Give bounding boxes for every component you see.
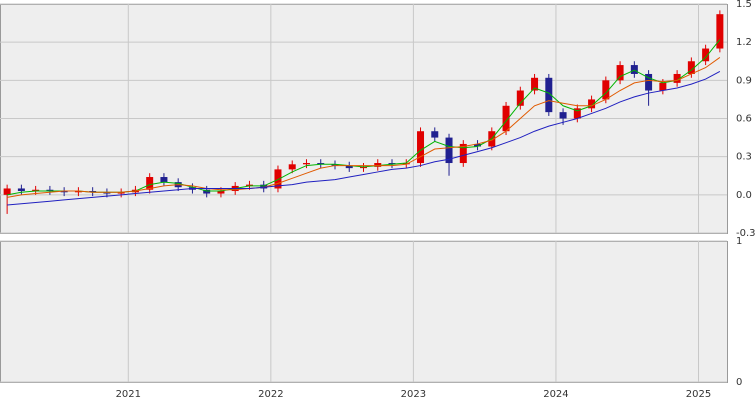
candle-body bbox=[474, 143, 482, 147]
candle-body bbox=[274, 169, 282, 189]
candle-body bbox=[60, 191, 68, 193]
candle-body bbox=[431, 131, 439, 138]
moving-average-line bbox=[7, 70, 721, 206]
candle-body bbox=[645, 73, 653, 91]
candle-body bbox=[245, 184, 253, 186]
candle-body bbox=[388, 163, 396, 165]
candle-body bbox=[103, 192, 111, 194]
y-tick-label: 0.6 bbox=[736, 114, 752, 125]
candle-body bbox=[302, 163, 310, 165]
candle-body bbox=[331, 164, 339, 166]
plot-area bbox=[0, 241, 728, 383]
candle-body bbox=[516, 90, 524, 106]
candle-body bbox=[716, 14, 724, 49]
x-tick-label: 2024 bbox=[543, 389, 568, 400]
candle-body bbox=[502, 105, 510, 132]
x-tick-label: 2023 bbox=[401, 389, 426, 400]
candle-body bbox=[288, 164, 296, 170]
y-tick-label: 0.3 bbox=[736, 152, 752, 163]
candle-body bbox=[417, 131, 425, 164]
candle-body bbox=[203, 189, 211, 194]
y-tick-label: 0 bbox=[736, 377, 742, 388]
y-tick-label: 1 bbox=[736, 236, 742, 247]
candle-body bbox=[217, 191, 225, 194]
candle-body bbox=[146, 177, 154, 190]
moving-average-line bbox=[7, 57, 721, 198]
candle-body bbox=[46, 189, 54, 192]
candle-body bbox=[559, 112, 567, 119]
candle-body bbox=[32, 189, 40, 192]
candle-body bbox=[89, 191, 97, 193]
candle-body bbox=[445, 137, 453, 164]
y-tick-label: 0.0 bbox=[736, 190, 752, 201]
candle-body bbox=[531, 77, 539, 91]
candle-body bbox=[602, 80, 610, 100]
candle-body bbox=[659, 82, 667, 91]
candle-body bbox=[616, 65, 624, 81]
candle-body bbox=[17, 188, 25, 192]
candle-body bbox=[345, 165, 353, 169]
candle-body bbox=[374, 163, 382, 167]
x-tick-label: 2025 bbox=[686, 389, 711, 400]
candle-body bbox=[673, 73, 681, 83]
candle-body bbox=[687, 61, 695, 74]
candle-body bbox=[260, 184, 268, 189]
candle-body bbox=[630, 65, 638, 74]
candle-body bbox=[74, 191, 82, 193]
candle-body bbox=[702, 48, 710, 62]
candle-body bbox=[117, 192, 125, 194]
y-tick-label: 1.5 bbox=[736, 0, 752, 10]
candle-body bbox=[360, 166, 367, 169]
candle-body bbox=[545, 77, 553, 113]
candle-body bbox=[3, 188, 11, 195]
candle-body bbox=[160, 177, 168, 183]
x-tick-label: 2021 bbox=[116, 389, 141, 400]
candle-body bbox=[588, 99, 596, 109]
candle-body bbox=[459, 143, 467, 164]
y-tick-label: -0.3 bbox=[736, 228, 755, 239]
candle-body bbox=[573, 108, 581, 119]
y-tick-label: 1.2 bbox=[736, 37, 752, 48]
candle-body bbox=[317, 163, 325, 165]
candle-body bbox=[402, 163, 410, 165]
y-tick-label: 0.9 bbox=[736, 75, 752, 86]
x-tick-label: 2022 bbox=[258, 389, 283, 400]
